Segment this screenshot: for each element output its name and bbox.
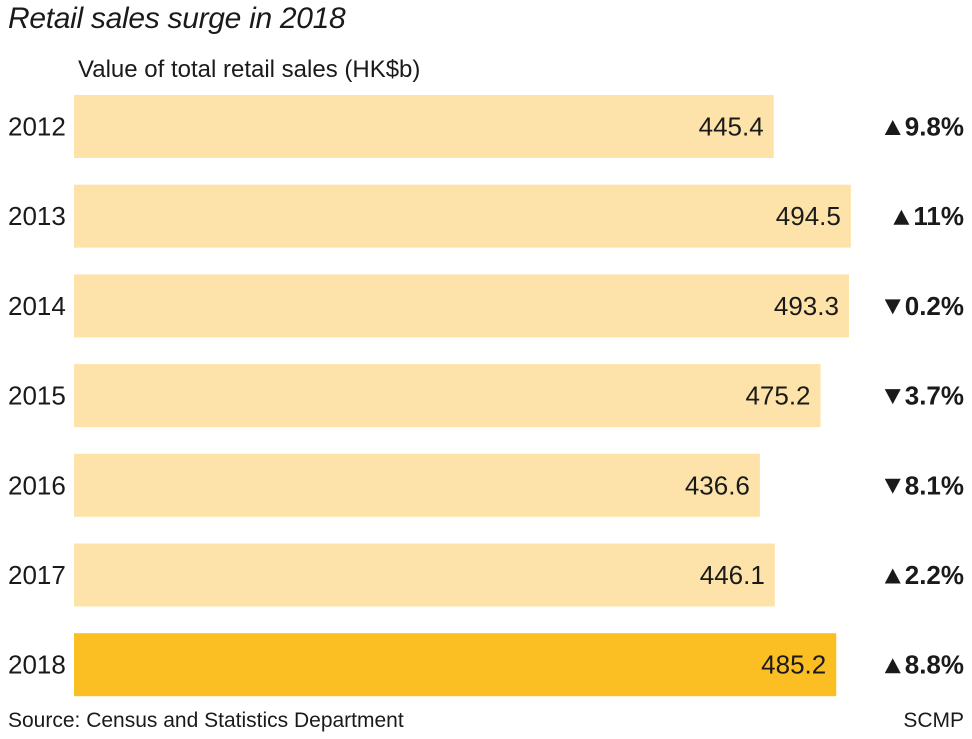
value-label-2017: 446.1 (700, 560, 765, 590)
chart-subtitle: Value of total retail sales (HK$b) (78, 56, 421, 83)
bar-2014 (74, 274, 849, 338)
triangle-down-icon (884, 478, 901, 494)
value-label-2016: 436.6 (685, 470, 750, 500)
change-label-2017: 2.2% (905, 560, 964, 590)
value-label-2014: 493.3 (774, 291, 839, 321)
year-label-2016: 2016 (8, 470, 66, 500)
bar-2013 (74, 184, 851, 248)
change-label-2013: 11% (913, 201, 964, 231)
change-label-2012: 9.8% (905, 112, 964, 142)
value-label-2012: 445.4 (699, 112, 764, 142)
year-label-2017: 2017 (8, 560, 66, 590)
change-label-2015: 3.7% (905, 381, 964, 411)
source-note: Source: Census and Statistics Department (8, 709, 404, 732)
bar-2015 (74, 364, 821, 428)
year-label-2015: 2015 (8, 381, 66, 411)
change-label-2016: 8.1% (905, 470, 964, 500)
bar-2012 (74, 95, 774, 158)
bar-2017 (74, 543, 775, 607)
bar-2016 (74, 453, 760, 517)
value-label-2015: 475.2 (745, 381, 810, 411)
triangle-down-icon (884, 299, 901, 315)
year-label-2014: 2014 (8, 291, 66, 321)
triangle-up-icon (884, 120, 901, 135)
chart-title: Retail sales surge in 2018 (8, 2, 346, 35)
triangle-up-icon (893, 209, 910, 225)
year-label-2012: 2012 (8, 112, 66, 142)
triangle-up-icon (884, 658, 901, 674)
value-label-2013: 494.5 (776, 201, 841, 231)
year-label-2013: 2013 (8, 201, 66, 231)
triangle-down-icon (884, 389, 901, 405)
bar-2018 (74, 633, 837, 697)
triangle-up-icon (884, 568, 901, 584)
year-label-2018: 2018 (8, 650, 66, 680)
change-label-2018: 8.8% (905, 650, 964, 680)
change-label-2014: 0.2% (905, 291, 964, 321)
value-label-2018: 485.2 (761, 650, 826, 680)
brand-label: SCMP (903, 709, 964, 732)
